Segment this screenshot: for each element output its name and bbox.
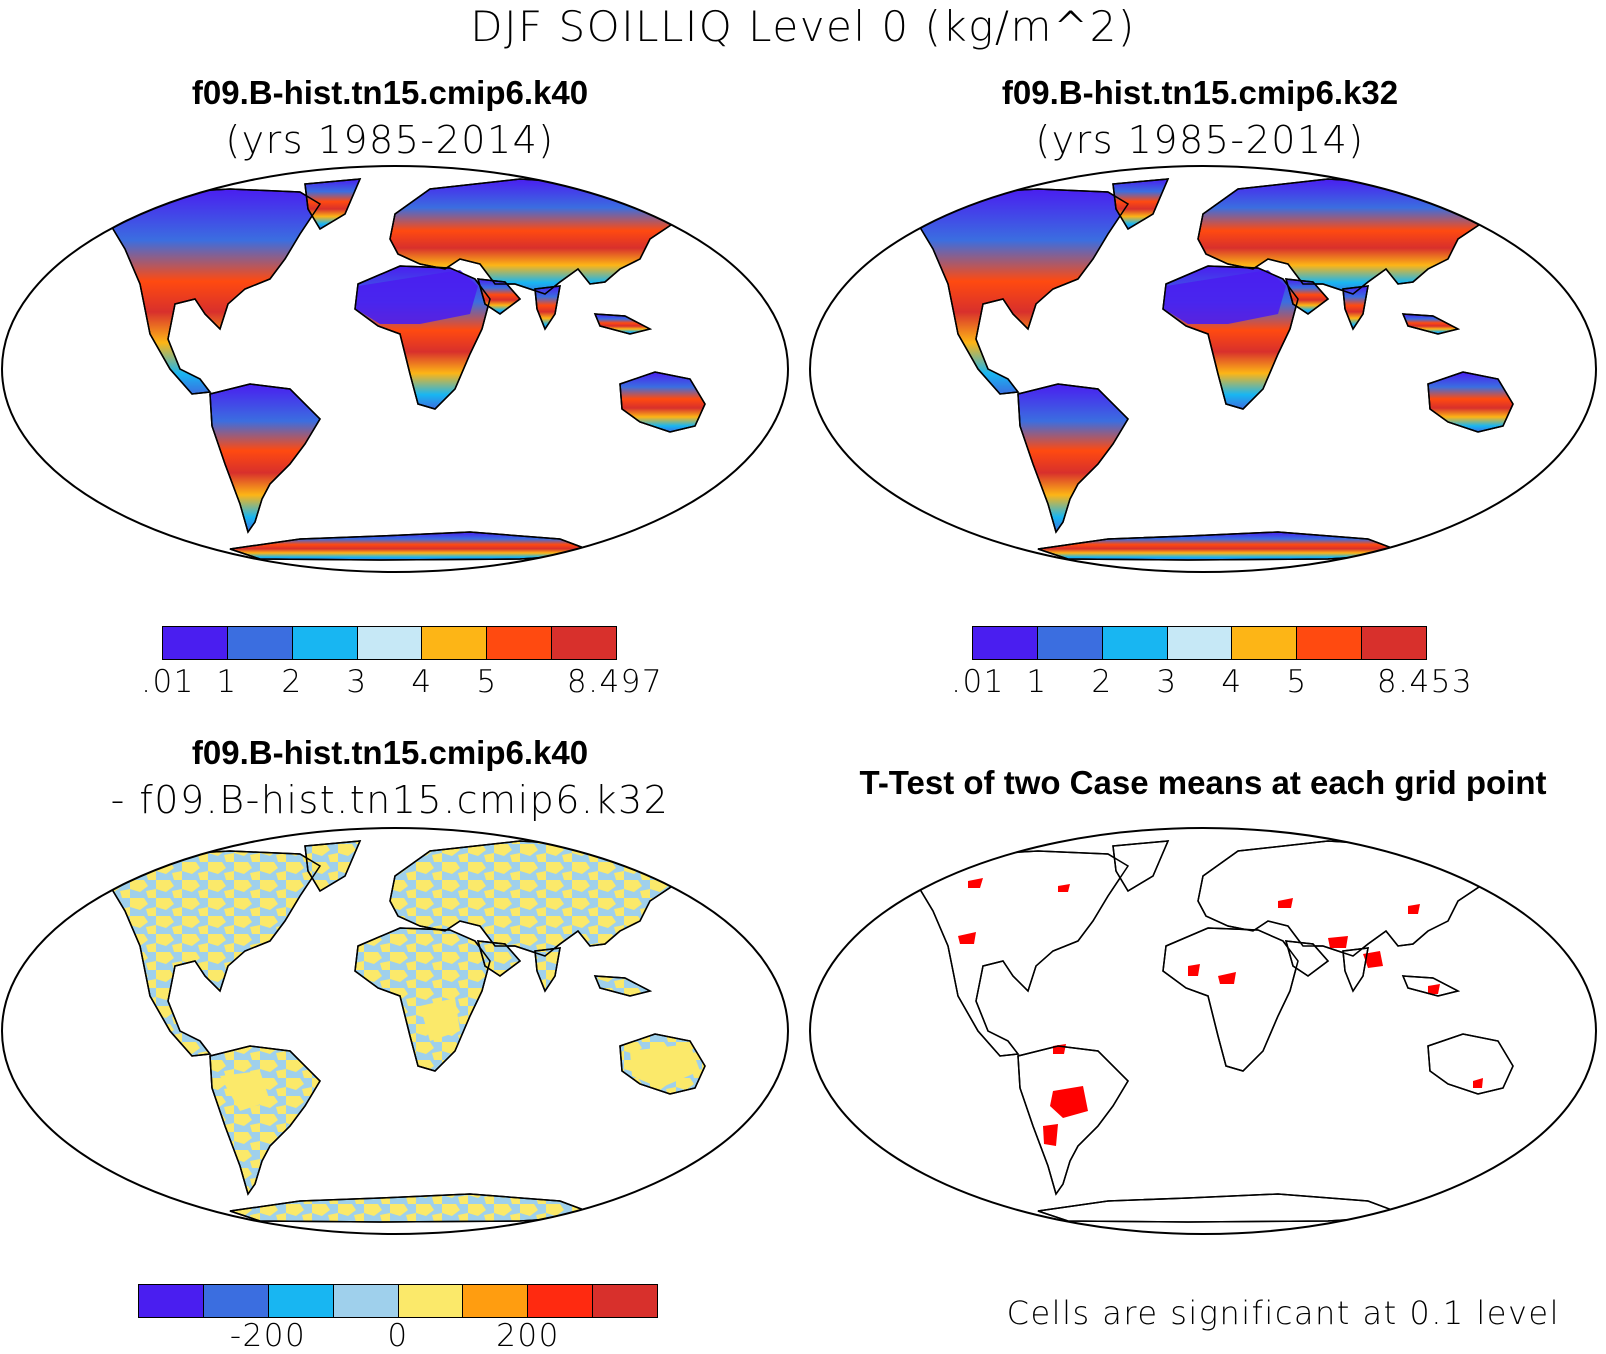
panel-tl-subtitle: (yrs 1985-2014) [225,118,555,162]
colorbar-tl [162,626,617,660]
map-br [809,827,1597,1235]
map-tr [809,165,1597,573]
colorbar-tr-label: 4 [1221,664,1243,700]
colorbar-tr [972,626,1427,660]
colorbar-tr-label: 1 [1026,664,1048,700]
colorbar-tr-label: 8.453 [1376,664,1474,700]
colorbar-bl-swatch [268,1285,334,1317]
panel-tr-subtitle: (yrs 1985-2014) [1035,118,1365,162]
panel-tr-title: f09.B-hist.tn15.cmip6.k32 [1001,74,1399,111]
panel-br-title: T-Test of two Case means at each grid po… [859,764,1547,801]
colorbar-bl-swatch [203,1285,269,1317]
colorbar-bl-swatch [463,1285,529,1317]
colorbar-tr-swatch [1297,627,1363,659]
significant-cells [958,878,1483,1146]
colorbar-bl [138,1284,658,1318]
panel-tl-title: f09.B-hist.tn15.cmip6.k40 [191,74,589,111]
colorbar-tr-swatch [1362,627,1427,659]
colorbar-tl-swatch [422,627,488,659]
map-tl [1,165,789,573]
colorbar-tr-label: 2 [1091,664,1113,700]
colorbar-tl-label: 4 [411,664,433,700]
colorbar-tr-swatch [1102,627,1168,659]
significance-note: Cells are significant at 0.1 level [1006,1294,1560,1332]
colorbar-tl-swatch [292,627,358,659]
colorbar-tl-label: .01 [141,664,195,700]
panel-bl-title: f09.B-hist.tn15.cmip6.k40 [191,734,589,771]
colorbar-bl-label: 0 [387,1318,409,1354]
colorbar-tl-swatch [487,627,553,659]
colorbar-bl-swatch [398,1285,464,1317]
colorbar-tr-label: .01 [951,664,1005,700]
colorbar-tl-swatch [552,627,617,659]
colorbar-bl-swatch [528,1285,594,1317]
colorbar-tl-label: 1 [216,664,238,700]
map-bl [1,827,789,1235]
main-title: DJF SOILLIQ Level 0 (kg/m^2) [470,2,1136,51]
panel-bl-subtitle: - f09.B-hist.tn15.cmip6.k32 [110,778,670,822]
colorbar-tr-label: 3 [1156,664,1178,700]
colorbar-bl-swatch [593,1285,657,1317]
colorbar-tl-label: 5 [476,664,498,700]
colorbar-tl-label: 3 [346,664,368,700]
colorbar-tl-swatch [227,627,293,659]
colorbar-tr-swatch [1232,627,1298,659]
colorbar-tr-swatch [1167,627,1233,659]
colorbar-tl-swatch [163,627,228,659]
colorbar-bl-swatch [333,1285,399,1317]
colorbar-bl-swatch [139,1285,204,1317]
colorbar-bl-label: 200 [496,1318,560,1354]
colorbar-tl-label: 2 [281,664,303,700]
colorbar-tl-swatch [357,627,423,659]
colorbar-tr-swatch [1037,627,1103,659]
colorbar-tl-label: 8.497 [566,664,664,700]
colorbar-bl-label: -200 [229,1318,307,1354]
colorbar-tr-label: 5 [1286,664,1308,700]
colorbar-tr-swatch [973,627,1038,659]
